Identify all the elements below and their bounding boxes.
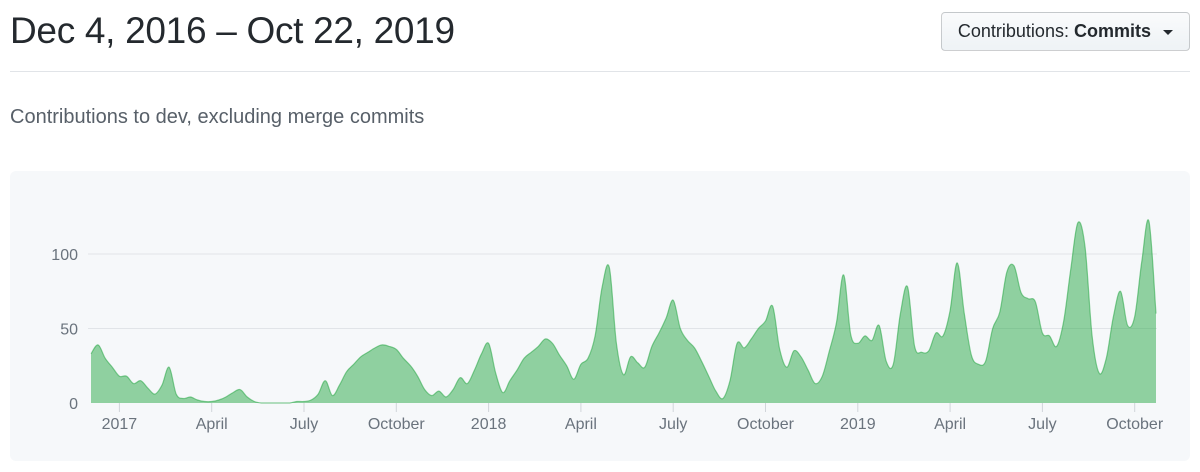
x-axis-label: April xyxy=(196,416,228,433)
x-axis-label: April xyxy=(934,416,966,433)
contributors-insights-page: Dec 4, 2016 – Oct 22, 2019 Contributions… xyxy=(10,0,1190,461)
x-axis-label: April xyxy=(565,416,597,433)
x-axis-label: July xyxy=(1028,416,1056,433)
x-axis-label: October xyxy=(368,416,426,433)
commit-activity-card: 0 50 100 2017 April July October 2018 April July O… xyxy=(10,171,1190,461)
contributions-filter-dropdown[interactable]: Contributions: Commits xyxy=(940,12,1190,51)
x-axis-label: 2018 xyxy=(471,416,507,433)
chart-subtitle: Contributions to dev, excluding merge co… xyxy=(10,106,425,128)
commits-line xyxy=(90,219,1157,404)
page-header: Dec 4, 2016 – Oct 22, 2019 Contributions… xyxy=(10,0,1190,72)
x-axis-label: 2017 xyxy=(102,416,138,433)
page-title: Dec 4, 2016 – Oct 22, 2019 xyxy=(10,10,455,51)
y-axis-label: 100 xyxy=(51,247,78,264)
x-axis-label: July xyxy=(659,416,687,433)
commits-area[interactable] xyxy=(91,219,1156,403)
x-axis-label: July xyxy=(290,416,318,433)
x-axis-label: October xyxy=(1106,416,1164,433)
contributions-filter-selected: Commits xyxy=(1073,21,1151,41)
y-axis-label: 50 xyxy=(60,322,78,339)
x-axis-label: October xyxy=(737,416,795,433)
y-axis-label: 0 xyxy=(69,396,78,413)
contributions-filter-label: Contributions: xyxy=(957,21,1069,41)
x-axis-label: 2019 xyxy=(840,416,876,433)
dropdown-caret-icon xyxy=(1163,30,1173,35)
commit-activity-graph[interactable]: 0 50 100 2017 April July October 2018 April July O… xyxy=(10,171,1190,461)
